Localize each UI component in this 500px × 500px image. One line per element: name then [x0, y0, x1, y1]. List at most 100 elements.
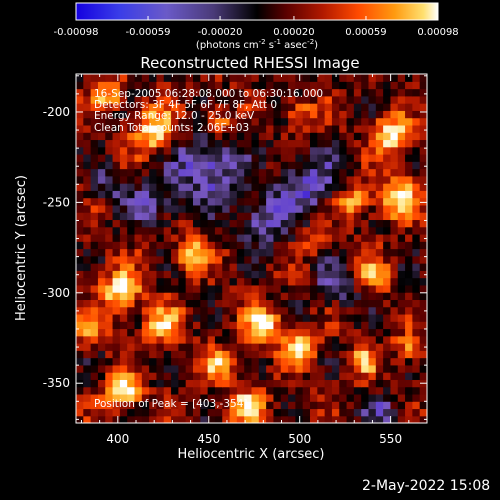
heatmap-pixel: [412, 161, 421, 170]
heatmap-pixel: [361, 175, 370, 184]
heatmap-pixel: [288, 212, 296, 221]
heatmap-pixel: [193, 263, 201, 271]
heatmap-pixel: [317, 233, 326, 242]
heatmap-pixel: [119, 74, 128, 82]
heatmap-pixel: [361, 292, 370, 300]
heatmap-pixel: [83, 393, 92, 402]
heatmap-pixel: [156, 117, 165, 126]
heatmap-pixel: [222, 81, 231, 90]
heatmap-pixel: [405, 204, 413, 213]
heatmap-pixel: [266, 168, 275, 177]
heatmap-pixel: [405, 335, 413, 344]
heatmap-pixel: [346, 88, 355, 97]
heatmap-pixel: [339, 74, 348, 82]
heatmap-pixel: [171, 350, 179, 359]
heatmap-pixel: [244, 103, 253, 111]
heatmap-pixel: [412, 248, 421, 257]
heatmap-pixel: [244, 88, 253, 97]
x-tick-label: 400: [106, 432, 129, 446]
heatmap-pixel: [207, 219, 216, 228]
heatmap-pixel: [171, 372, 179, 380]
heatmap-pixel: [163, 393, 172, 402]
heatmap-pixel: [324, 168, 333, 177]
heatmap-pixel: [353, 328, 362, 337]
heatmap-pixel: [317, 386, 326, 395]
heatmap-pixel: [178, 292, 187, 300]
heatmap-pixel: [163, 255, 172, 264]
heatmap-pixel: [193, 183, 201, 191]
heatmap-pixel: [76, 343, 84, 351]
heatmap-pixel: [339, 277, 348, 286]
heatmap-pixel: [288, 161, 296, 170]
heatmap-pixel: [331, 263, 340, 271]
heatmap-pixel: [273, 190, 282, 199]
heatmap-pixel: [178, 379, 187, 388]
heatmap-pixel: [331, 357, 340, 366]
heatmap-pixel: [200, 270, 209, 279]
heatmap-pixel: [193, 270, 201, 279]
heatmap-pixel: [229, 292, 238, 300]
heatmap-pixel: [346, 190, 355, 199]
heatmap-pixel: [149, 153, 158, 162]
heatmap-pixel: [112, 103, 121, 111]
heatmap-pixel: [90, 364, 99, 373]
heatmap-pixel: [236, 219, 245, 228]
heatmap-pixel: [141, 219, 150, 228]
heatmap-pixel: [251, 132, 260, 141]
heatmap-pixel: [134, 95, 143, 104]
colorbar-ticks: -0.00098 -0.00059 -0.00020 0.00020 0.00059 0.…: [54, 16, 459, 38]
heatmap-pixel: [251, 175, 260, 184]
heatmap-pixel: [105, 197, 114, 206]
heatmap-pixel: [368, 110, 377, 119]
heatmap-pixel: [397, 386, 406, 395]
heatmap-pixel: [302, 415, 311, 423]
heatmap-pixel: [266, 117, 275, 126]
heatmap-pixel: [244, 321, 253, 330]
y-tick-label: -300: [43, 286, 70, 300]
heatmap-pixel: [156, 95, 165, 104]
heatmap-pixel: [83, 103, 92, 111]
heatmap-pixel: [273, 139, 282, 148]
heatmap-pixel: [331, 132, 340, 141]
heatmap-pixel: [251, 357, 260, 366]
heatmap-pixel: [185, 335, 194, 344]
heatmap-pixel: [361, 88, 370, 97]
heatmap-pixel: [76, 248, 84, 257]
heatmap-pixel: [361, 335, 370, 344]
heatmap-pixel: [295, 110, 304, 119]
heatmap-pixel: [105, 219, 114, 228]
heatmap-pixel: [317, 321, 326, 330]
heatmap-pixel: [127, 153, 136, 162]
heatmap-pixel: [251, 328, 260, 337]
heatmap-pixel: [397, 219, 406, 228]
heatmap-pixel: [207, 212, 216, 221]
heatmap-pixel: [193, 299, 201, 308]
heatmap-pixel: [83, 153, 92, 162]
heatmap-pixel: [302, 343, 311, 351]
heatmap-pixel: [353, 364, 362, 373]
heatmap-pixel: [324, 175, 333, 184]
heatmap-pixel: [405, 183, 413, 191]
heatmap-pixel: [390, 183, 399, 191]
heatmap-pixel: [244, 110, 253, 119]
heatmap-pixel: [97, 204, 106, 213]
colorbar-tick-label: 0.00059: [345, 27, 386, 38]
heatmap-pixel: [375, 284, 384, 293]
heatmap-pixel: [178, 284, 187, 293]
heatmap-pixel: [171, 88, 179, 97]
heatmap-pixel: [236, 284, 245, 293]
heatmap-pixel: [163, 88, 172, 97]
heatmap-pixel: [302, 292, 311, 300]
heatmap-pixel: [119, 328, 128, 337]
heatmap-pixel: [331, 343, 340, 351]
heatmap-pixel: [200, 364, 209, 373]
heatmap-pixel: [207, 284, 216, 293]
heatmap-pixel: [90, 153, 99, 162]
heatmap-pixel: [280, 335, 289, 344]
heatmap-pixel: [76, 393, 84, 402]
heatmap-pixel: [302, 124, 311, 133]
heatmap-pixel: [419, 117, 427, 126]
heatmap-pixel: [222, 132, 231, 141]
heatmap-pixel: [214, 313, 223, 322]
heatmap-pixel: [266, 219, 275, 228]
